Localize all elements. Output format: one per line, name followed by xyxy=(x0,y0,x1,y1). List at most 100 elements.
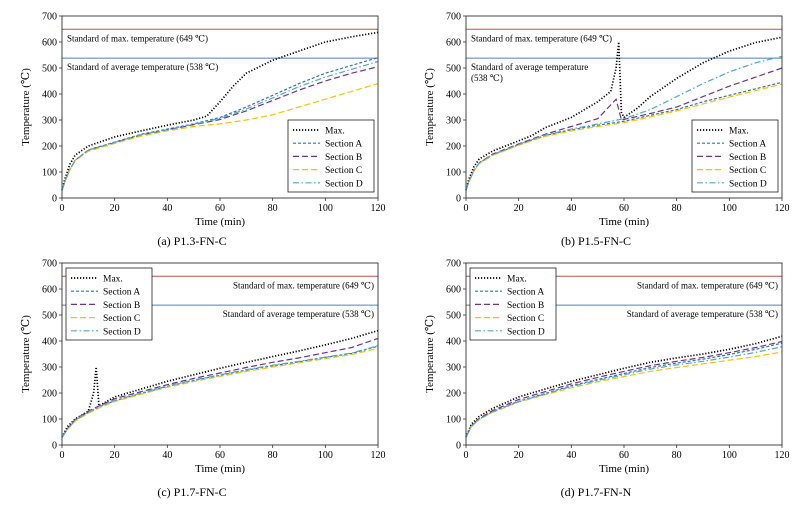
legend-label: Section C xyxy=(103,314,140,324)
y-tick-label: 100 xyxy=(446,168,461,179)
series-line-section-c xyxy=(61,347,379,438)
series-line-max xyxy=(465,36,783,191)
chart-caption: (d) P1.7-FN-N xyxy=(561,485,632,499)
x-tick-label: 60 xyxy=(619,203,629,214)
reference-label-1: Standard of average temperature (538 ℃) xyxy=(627,309,778,319)
y-tick-label: 300 xyxy=(446,363,461,374)
reference-label-0: Standard of max. temperature (649 ℃) xyxy=(471,33,612,43)
legend-label: Max. xyxy=(507,275,527,285)
x-tick-label: 80 xyxy=(268,203,278,214)
legend-label: Section D xyxy=(325,179,363,189)
legend-label: Section D xyxy=(103,327,141,337)
x-tick-label: 120 xyxy=(775,203,790,214)
y-tick-label: 0 xyxy=(456,441,461,452)
series-line-section-d xyxy=(61,60,379,191)
x-tick-label: 60 xyxy=(619,450,629,461)
y-tick-label: 700 xyxy=(42,259,57,270)
y-tick-label: 700 xyxy=(446,259,461,270)
x-tick-label: 120 xyxy=(775,450,790,461)
y-tick-label: 0 xyxy=(456,194,461,205)
y-tick-label: 100 xyxy=(42,415,57,426)
series-line-section-d xyxy=(465,346,783,438)
y-tick-label: 100 xyxy=(42,168,57,179)
reference-label-0: Standard of max. temperature (649 ℃) xyxy=(67,33,208,43)
y-axis-label: Temperature (℃) xyxy=(20,315,32,393)
legend: Max. Section A Section B Section C Section D xyxy=(287,119,375,193)
legend-label: Section C xyxy=(729,166,766,176)
y-tick-label: 300 xyxy=(42,363,57,374)
legend-label: Section B xyxy=(325,153,362,163)
legend-label: Section A xyxy=(729,140,766,150)
legend-label: Section A xyxy=(103,288,140,298)
series-line-section-b xyxy=(61,337,379,438)
x-tick-label: 20 xyxy=(110,203,120,214)
y-tick-label: 400 xyxy=(42,90,57,101)
x-tick-label: 120 xyxy=(371,203,386,214)
legend-label: Section B xyxy=(507,301,544,311)
y-tick-label: 500 xyxy=(42,64,57,75)
x-tick-label: 100 xyxy=(722,203,737,214)
reference-label-1: Standard of average temperature (538 ℃) xyxy=(67,62,218,72)
x-tick-label: 100 xyxy=(318,203,333,214)
x-tick-label: 0 xyxy=(60,450,65,461)
reference-label-1: Standard of average temperature (538 ℃) xyxy=(223,309,374,319)
y-tick-label: 200 xyxy=(42,142,57,153)
y-tick-label: 200 xyxy=(446,389,461,400)
x-tick-label: 40 xyxy=(566,450,576,461)
x-tick-label: 40 xyxy=(162,450,172,461)
x-tick-label: 80 xyxy=(672,203,682,214)
x-tick-label: 40 xyxy=(566,203,576,214)
series-line-section-a xyxy=(465,342,783,438)
series-line-max xyxy=(61,329,379,438)
legend-label: Section D xyxy=(507,327,545,337)
x-tick-label: 0 xyxy=(60,203,65,214)
reference-label-0: Standard of max. temperature (649 ℃) xyxy=(233,280,374,290)
legend-label: Section B xyxy=(729,153,766,163)
y-axis-label: Temperature (℃) xyxy=(20,68,32,146)
x-axis-label: Time (min) xyxy=(195,463,245,475)
x-tick-label: 80 xyxy=(672,450,682,461)
x-axis-label: Time (min) xyxy=(599,463,649,475)
y-tick-label: 500 xyxy=(42,311,57,322)
y-tick-label: 200 xyxy=(42,389,57,400)
legend-label: Max. xyxy=(729,127,749,137)
reference-label-1-line2: (538 ℃) xyxy=(471,73,503,83)
chart-caption: (b) P1.5-FN-C xyxy=(561,234,631,248)
x-tick-label: 0 xyxy=(464,203,469,214)
y-tick-label: 300 xyxy=(42,116,57,127)
y-tick-label: 300 xyxy=(446,116,461,127)
y-tick-label: 200 xyxy=(446,142,461,153)
y-tick-label: 400 xyxy=(42,337,57,348)
legend-label: Section B xyxy=(103,301,140,311)
y-tick-label: 700 xyxy=(446,12,461,23)
y-tick-label: 600 xyxy=(446,38,461,49)
x-tick-label: 120 xyxy=(371,450,386,461)
chart-panel-1: 0 100 200 300 400 500 600 700 0 20 40 60 80 100 120 Tim… xyxy=(424,12,790,249)
x-tick-label: 60 xyxy=(215,450,225,461)
x-axis-label: Time (min) xyxy=(195,216,245,228)
chart-panel-3: 0 100 200 300 400 500 600 700 0 20 40 60 80 100 120 Tim… xyxy=(424,259,790,500)
y-tick-label: 600 xyxy=(446,285,461,296)
x-tick-label: 20 xyxy=(110,450,120,461)
chart-caption: (c) P1.7-FN-C xyxy=(157,485,226,499)
chart-caption: (a) P1.3-FN-C xyxy=(157,234,226,248)
y-tick-label: 400 xyxy=(446,90,461,101)
y-tick-label: 600 xyxy=(42,38,57,49)
series-line-max xyxy=(465,335,783,438)
y-axis-label: Temperature (℃) xyxy=(424,68,436,146)
legend-label: Section C xyxy=(325,166,362,176)
x-tick-label: 100 xyxy=(318,450,333,461)
series-line-section-d xyxy=(465,55,783,191)
y-tick-label: 100 xyxy=(446,415,461,426)
series-line-section-c xyxy=(465,351,783,438)
chart-panel-2: 0 100 200 300 400 500 600 700 0 20 40 60 80 100 120 Tim… xyxy=(20,259,386,500)
x-tick-label: 20 xyxy=(514,203,524,214)
series-line-section-d xyxy=(61,345,379,438)
x-tick-label: 0 xyxy=(464,450,469,461)
y-tick-label: 0 xyxy=(52,441,57,452)
legend-label: Section C xyxy=(507,314,544,324)
y-tick-label: 400 xyxy=(446,337,461,348)
chart-panel-0: 0 100 200 300 400 500 600 700 0 20 40 60 80 100 120 Tim… xyxy=(20,12,386,249)
